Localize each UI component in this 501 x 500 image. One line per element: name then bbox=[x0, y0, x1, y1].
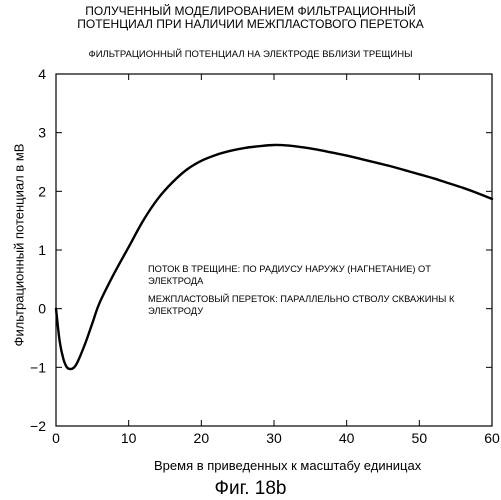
y-axis-label: Фильтрационный потенциал в мВ bbox=[12, 144, 27, 347]
annotation-flow-line-2: ЭЛЕКТРОДА bbox=[148, 275, 203, 287]
y-tick-label: −1 bbox=[30, 359, 46, 375]
x-tick-label: 40 bbox=[339, 430, 355, 446]
x-tick-label: 30 bbox=[266, 430, 282, 446]
y-tick-label: −2 bbox=[30, 418, 46, 434]
x-tick-label: 60 bbox=[484, 430, 500, 446]
x-tick-label: 20 bbox=[194, 430, 210, 446]
annotation-crossflow-line-1: МЕЖПЛАСТОВЫЙ ПЕРЕТОК: ПАРАЛЛЕЛЬНО СТВОЛУ… bbox=[148, 293, 454, 305]
x-tick-label: 50 bbox=[412, 430, 428, 446]
y-tick-label: 2 bbox=[38, 183, 46, 199]
series-line bbox=[56, 145, 492, 369]
x-tick-label: 10 bbox=[121, 430, 137, 446]
annotation-crossflow-line-2: ЭЛЕКТРОДУ bbox=[148, 305, 203, 317]
plot-frame bbox=[56, 74, 492, 426]
figure-caption: Фиг. 18b bbox=[0, 478, 501, 500]
x-tick-label: 0 bbox=[52, 430, 60, 446]
y-tick-label: 4 bbox=[38, 66, 46, 82]
y-tick-label: 3 bbox=[38, 125, 46, 141]
x-axis-label: Время в приведенных к масштабу единицах bbox=[154, 458, 421, 473]
annotation-flow-line-1: ПОТОК В ТРЕЩИНЕ: ПО РАДИУСУ НАРУЖУ (НАГН… bbox=[148, 263, 431, 275]
y-tick-label: 1 bbox=[38, 242, 46, 258]
y-tick-label: 0 bbox=[38, 301, 46, 317]
